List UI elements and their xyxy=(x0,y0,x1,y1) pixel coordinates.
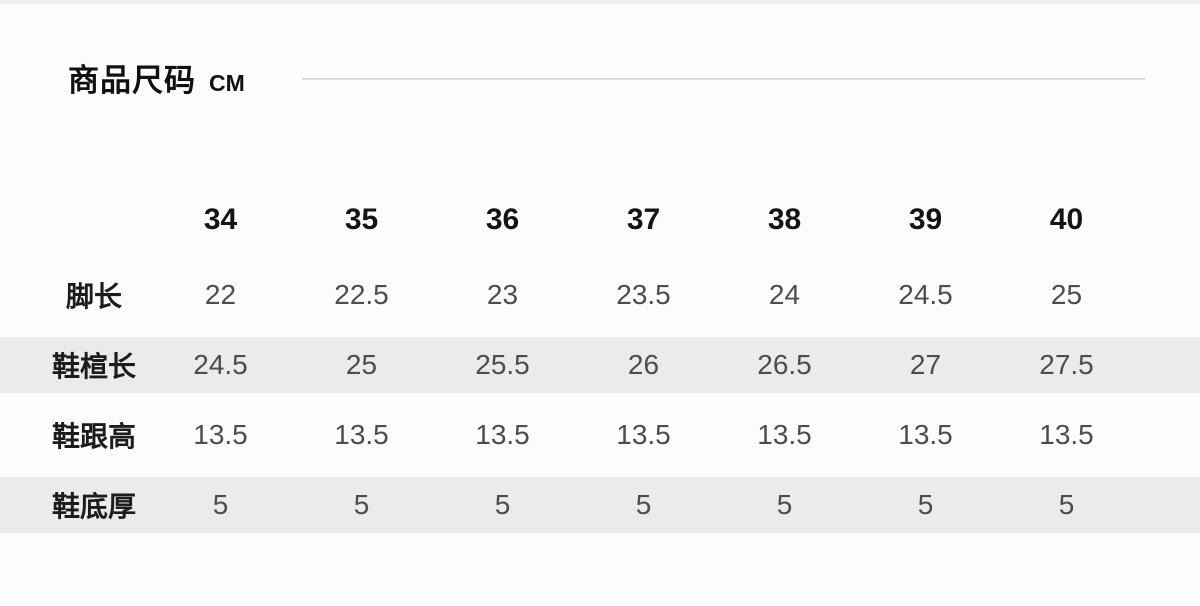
size-chart-unit-label: CM xyxy=(209,70,245,96)
row-label: 鞋底厚 xyxy=(51,491,136,522)
value-cell: 5 xyxy=(776,489,793,520)
size-column-header: 35 xyxy=(344,203,379,236)
size-chart-title: 商品尺码 xyxy=(68,63,196,98)
size-table-body: 脚长 22 22.5 23 23.5 24 24.5 25 鞋楦长 24.5 25 25.5 26 26.… xyxy=(0,260,1200,540)
value-cell: 13.5 xyxy=(193,419,248,450)
value-cell: 25.5 xyxy=(475,349,530,380)
size-table: 34 35 36 37 38 39 40 脚长 22 22.5 23 23.5 24 24.5 25 鞋楦长… xyxy=(0,180,1200,540)
title-divider-line xyxy=(302,78,1145,80)
row-label: 鞋楦长 xyxy=(51,351,136,382)
size-header-row: 34 35 36 37 38 39 40 xyxy=(0,180,1200,260)
size-column-header: 37 xyxy=(626,203,661,236)
value-cell: 26 xyxy=(627,349,660,380)
value-cell: 23.5 xyxy=(616,279,671,310)
value-cell: 13.5 xyxy=(1039,419,1094,450)
value-cell: 23 xyxy=(486,279,519,310)
value-cell: 22.5 xyxy=(334,279,389,310)
table-row: 脚长 22 22.5 23 23.5 24 24.5 25 xyxy=(0,260,1200,330)
section-title: 商品尺码 CM xyxy=(68,55,245,100)
value-cell: 5 xyxy=(1058,489,1075,520)
size-column-header: 38 xyxy=(767,203,802,236)
value-cell: 24.5 xyxy=(898,279,953,310)
table-row: 鞋楦长 24.5 25 25.5 26 26.5 27 27.5 xyxy=(0,330,1200,400)
value-cell: 22 xyxy=(204,279,237,310)
value-cell: 24 xyxy=(768,279,801,310)
value-cell: 25 xyxy=(1050,279,1083,310)
value-cell: 27 xyxy=(909,349,942,380)
value-cell: 5 xyxy=(494,489,511,520)
value-cell: 27.5 xyxy=(1039,349,1094,380)
top-edge-strip xyxy=(0,0,1200,4)
value-cell: 24.5 xyxy=(193,349,248,380)
value-cell: 13.5 xyxy=(898,419,953,450)
size-column-header: 34 xyxy=(203,203,238,236)
table-row: 鞋跟高 13.5 13.5 13.5 13.5 13.5 13.5 13.5 xyxy=(0,400,1200,470)
size-column-header: 39 xyxy=(908,203,943,236)
size-column-header: 36 xyxy=(485,203,520,236)
row-label: 脚长 xyxy=(65,281,122,312)
value-cell: 13.5 xyxy=(475,419,530,450)
value-cell: 13.5 xyxy=(616,419,671,450)
value-cell: 25 xyxy=(345,349,378,380)
value-cell: 26.5 xyxy=(757,349,812,380)
value-cell: 5 xyxy=(353,489,370,520)
table-row: 鞋底厚 5 5 5 5 5 5 5 xyxy=(0,470,1200,540)
size-column-header: 40 xyxy=(1049,203,1084,236)
value-cell: 5 xyxy=(917,489,934,520)
value-cell: 5 xyxy=(635,489,652,520)
value-cell: 13.5 xyxy=(334,419,389,450)
value-cell: 5 xyxy=(212,489,229,520)
row-label: 鞋跟高 xyxy=(51,421,136,452)
value-cell: 13.5 xyxy=(757,419,812,450)
